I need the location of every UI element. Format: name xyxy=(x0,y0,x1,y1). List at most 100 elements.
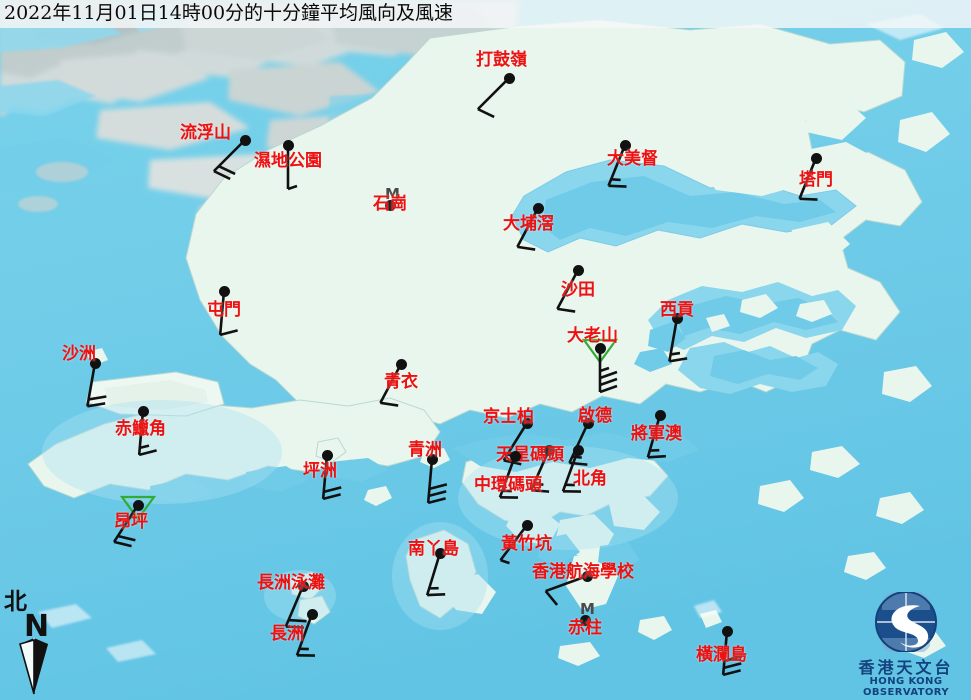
wind-barb-icon xyxy=(499,524,529,565)
wind-barb-icon xyxy=(212,139,246,181)
station-marker-dot xyxy=(721,625,733,637)
hko-logo: 香港天文台 HONG KONG OBSERVATORY xyxy=(842,588,970,698)
wind-barb-icon xyxy=(218,290,238,337)
station-missing-indicator: M xyxy=(580,600,595,618)
station-label: 大美督 xyxy=(607,149,658,169)
station-marker-dot xyxy=(132,499,144,511)
station-marker-dot xyxy=(810,152,822,164)
station-marker-dot xyxy=(239,134,251,146)
station-label: 長洲泳灘 xyxy=(257,573,325,593)
station-marker-dot xyxy=(395,358,407,370)
station-label: 青洲 xyxy=(408,440,442,460)
station-marker-dot xyxy=(426,453,438,465)
station-label: 大老山 xyxy=(567,326,618,346)
compass-needle-icon xyxy=(19,638,48,695)
wind-barb-icon xyxy=(544,574,588,606)
station-marker-dot xyxy=(218,285,230,297)
station-marker-dot xyxy=(671,312,683,324)
station-label: 打鼓嶺 xyxy=(476,50,527,70)
station-marker-dot xyxy=(582,417,594,429)
wind-barb-icon xyxy=(529,449,551,493)
station-label: 沙田 xyxy=(561,280,595,300)
wind-barb-icon xyxy=(284,585,307,629)
title-bar: 2022年11月01日14時00分的十分鐘平均風向及風速 xyxy=(0,0,971,28)
compass-label-en: N xyxy=(24,609,50,644)
wind-barb-icon xyxy=(607,144,627,188)
station-label: 青衣 xyxy=(384,372,418,392)
wind-barb-icon xyxy=(425,552,446,597)
station-label: 香港航海學校 xyxy=(532,562,634,582)
station-marker-dot xyxy=(532,202,544,214)
logo-name-en: HONG KONG OBSERVATORY xyxy=(863,676,949,698)
wind-barb-icon xyxy=(112,495,157,548)
wind-barb-icon xyxy=(581,338,619,394)
station-label: 石崗 xyxy=(373,194,407,214)
compass-rose: 北 N xyxy=(4,590,64,696)
station-label: 大埔滘 xyxy=(503,214,554,234)
station-label: 將軍澳 xyxy=(631,424,682,444)
gale-warning-triangle-icon xyxy=(119,495,157,521)
station-label: 長洲 xyxy=(270,624,304,644)
station-missing-indicator: M xyxy=(385,185,400,203)
wind-barb-icon xyxy=(646,414,666,459)
station-label: 橫瀾島 xyxy=(696,645,747,665)
station-marker-dot xyxy=(521,417,533,429)
station-marker-dot xyxy=(543,444,555,456)
station-label: 黃竹坑 xyxy=(501,534,552,554)
station-marker-dot xyxy=(321,449,333,461)
wind-barb-icon xyxy=(321,454,342,501)
station-label: 屯門 xyxy=(207,300,241,320)
station-marker-dot xyxy=(579,614,591,626)
station-marker-dot xyxy=(306,608,318,620)
logo-name-cn: 香港天文台 xyxy=(858,658,954,677)
wind-barb-icon xyxy=(379,363,403,407)
station-marker-dot xyxy=(434,547,446,559)
wind-barb-icon xyxy=(86,362,107,408)
wind-barb-icon xyxy=(295,613,315,657)
wind-barb-icon xyxy=(798,157,818,201)
station-marker-dot xyxy=(594,342,606,354)
station-label: 北角 xyxy=(573,469,607,489)
wind-barb-icon xyxy=(668,317,688,363)
station-marker-dot xyxy=(572,264,584,276)
station-label: 沙洲 xyxy=(62,344,96,364)
station-label: 流浮山 xyxy=(180,123,231,143)
wind-barb-icon xyxy=(426,458,448,505)
station-label: 南丫島 xyxy=(408,539,459,559)
station-label: 西貢 xyxy=(660,300,694,320)
station-label: 濕地公園 xyxy=(254,151,322,171)
station-label: 啟德 xyxy=(578,406,612,426)
page-title: 2022年11月01日14時00分的十分鐘平均風向及風速 xyxy=(4,2,454,24)
wind-barb-icon xyxy=(286,145,298,191)
station-marker-dot xyxy=(619,139,631,151)
station-marker-dot xyxy=(654,409,666,421)
hko-emblem-icon xyxy=(875,588,937,658)
compass-label-cn: 北 xyxy=(4,588,27,615)
station-label: 赤柱 xyxy=(568,618,602,638)
wind-barb-icon xyxy=(721,630,743,677)
wind-barb-icon xyxy=(498,455,518,499)
station-marker-dot xyxy=(581,570,593,582)
wind-barb-icon xyxy=(476,77,510,119)
station-marker-dot xyxy=(297,580,309,592)
station-label: 塔門 xyxy=(799,170,833,190)
station-marker-dot xyxy=(521,519,533,531)
wind-barb-icon xyxy=(556,269,580,313)
wind-barb-icon xyxy=(561,449,581,493)
station-label: 中環碼頭 xyxy=(474,475,542,495)
gale-warning-triangle-icon xyxy=(581,338,619,364)
station-marker-dot xyxy=(89,357,101,369)
station-label: 京士柏 xyxy=(483,407,534,427)
station-marker-dot xyxy=(282,139,294,151)
station-marker-dot xyxy=(384,199,396,211)
wind-barb-icon xyxy=(516,207,540,251)
station-label: 赤鱲角 xyxy=(115,419,166,439)
station-marker-dot xyxy=(503,72,515,84)
station-marker-dot xyxy=(509,450,521,462)
station-label: 坪洲 xyxy=(303,461,337,481)
station-marker-dot xyxy=(572,444,584,456)
station-label: 昂坪 xyxy=(114,512,148,532)
station-marker-dot xyxy=(137,405,149,417)
wind-barb-icon xyxy=(137,410,157,457)
